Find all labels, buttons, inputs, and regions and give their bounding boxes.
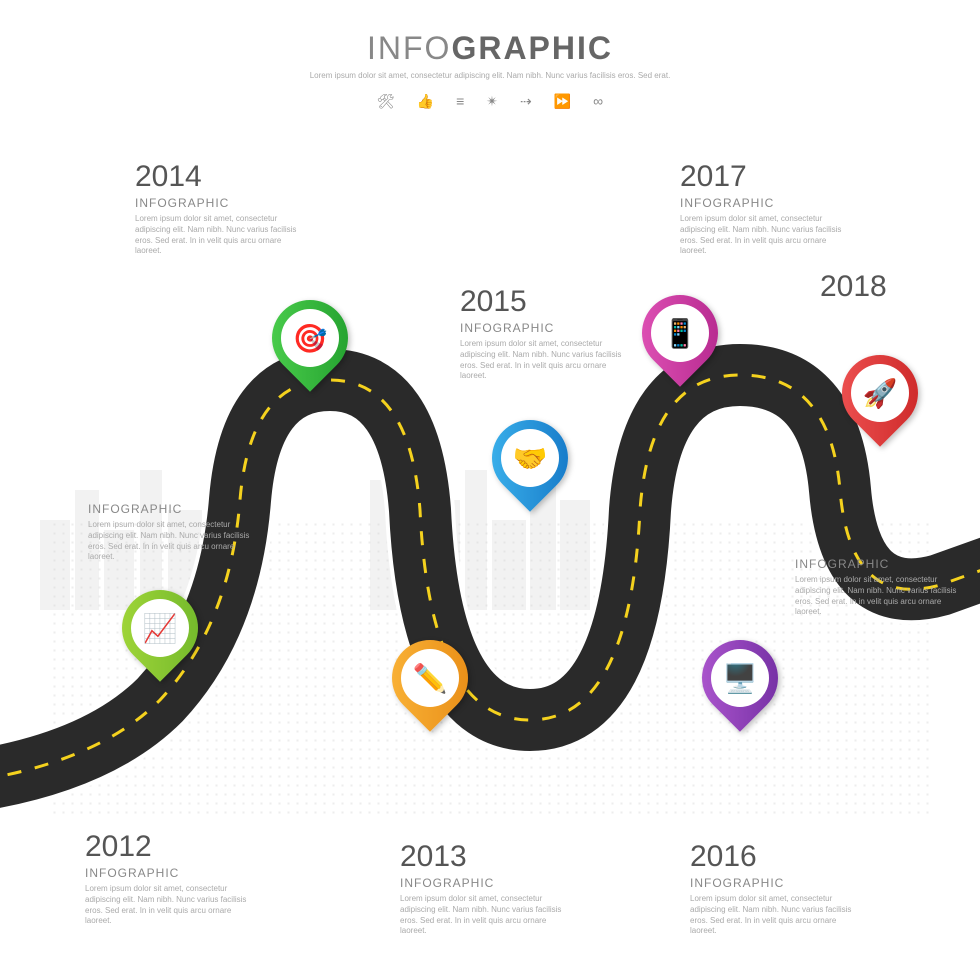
pin-body: 🖥️ [686, 624, 793, 731]
timeline-textblock: INFOGRAPHIC Lorem ipsum dolor sit amet, c… [795, 555, 965, 618]
header-icon-row: 🛠 👍 ≡ ✴ ⇢ ⏩ ∞ [290, 93, 690, 110]
block-title: INFOGRAPHIC [460, 321, 630, 335]
timeline-textblock: 2017 INFOGRAPHIC Lorem ipsum dolor sit ame… [680, 160, 850, 257]
pencil-chart-icon: ✏️ [401, 649, 459, 707]
pin-body: 📱 [626, 279, 733, 386]
block-body: Lorem ipsum dolor sit amet, consectetur … [400, 894, 570, 937]
block-body: Lorem ipsum dolor sit amet, consectetur … [680, 214, 850, 257]
title-light: INFO [367, 30, 451, 66]
block-title: INFOGRAPHIC [795, 557, 965, 571]
block-title: INFOGRAPHIC [690, 876, 860, 890]
year-label: 2013 [400, 840, 570, 874]
map-pin: 🤝 [492, 420, 568, 520]
share-icon: ∞ [593, 93, 603, 110]
block-title: INFOGRAPHIC [135, 196, 305, 210]
database-icon: ≡ [456, 93, 464, 110]
main-title: INFOGRAPHIC [290, 30, 690, 67]
map-pin: 🚀 [842, 355, 918, 455]
network-icon: ✴ [486, 93, 498, 110]
map-pin: ✏️ [392, 640, 468, 740]
handshake-icon: 🤝 [501, 429, 559, 487]
year-label: 2015 [460, 285, 630, 319]
map-pin: 🖥️ [702, 640, 778, 740]
pin-body: 🎯 [256, 284, 363, 391]
timeline-textblock: 2012 INFOGRAPHIC Lorem ipsum dolor sit ame… [85, 830, 255, 927]
map-pin: 📈 [122, 590, 198, 690]
timeline-textblock: 2014 INFOGRAPHIC Lorem ipsum dolor sit ame… [135, 160, 305, 257]
forward-icon: ⏩ [554, 93, 571, 110]
pin-body: 🚀 [826, 339, 933, 446]
block-title: INFOGRAPHIC [400, 876, 570, 890]
block-body: Lorem ipsum dolor sit amet, consectetur … [795, 575, 965, 618]
year-label: 2017 [680, 160, 850, 194]
computer-gears-icon: 🖥️ [711, 649, 769, 707]
wrench-icon: 🛠 [377, 93, 395, 110]
rocket-icon: 🚀 [851, 364, 909, 422]
block-title: INFOGRAPHIC [88, 502, 258, 516]
header: INFOGRAPHIC Lorem ipsum dolor sit amet, … [290, 30, 690, 110]
year-label: 2018 [820, 270, 980, 304]
map-pin: 🎯 [272, 300, 348, 400]
mobile-cart-icon: 📱 [651, 304, 709, 362]
pin-body: ✏️ [376, 624, 483, 731]
timeline-textblock: 2016 INFOGRAPHIC Lorem ipsum dolor sit ame… [690, 840, 860, 937]
pin-body: 🤝 [476, 404, 583, 511]
block-body: Lorem ipsum dolor sit amet, consectetur … [690, 894, 860, 937]
year-label: 2012 [85, 830, 255, 864]
block-body: Lorem ipsum dolor sit amet, consectetur … [85, 884, 255, 927]
timeline-textblock: INFOGRAPHIC Lorem ipsum dolor sit amet, c… [88, 500, 258, 563]
year-label: 2016 [690, 840, 860, 874]
pin-body: 📈 [106, 574, 213, 681]
thumbs-up-icon: 👍 [417, 93, 434, 110]
chart-growth-icon: 📈 [131, 599, 189, 657]
target-icon: 🎯 [281, 309, 339, 367]
timeline-textblock: 2018 [820, 270, 980, 304]
block-body: Lorem ipsum dolor sit amet, consectetur … [135, 214, 305, 257]
usb-icon: ⇢ [520, 93, 532, 110]
title-bold: GRAPHIC [451, 30, 613, 66]
block-body: Lorem ipsum dolor sit amet, consectetur … [460, 339, 630, 382]
timeline-textblock: 2015 INFOGRAPHIC Lorem ipsum dolor sit ame… [460, 285, 630, 382]
year-label: 2014 [135, 160, 305, 194]
block-title: INFOGRAPHIC [680, 196, 850, 210]
map-pin: 📱 [642, 295, 718, 395]
block-body: Lorem ipsum dolor sit amet, consectetur … [88, 520, 258, 563]
block-title: INFOGRAPHIC [85, 866, 255, 880]
timeline-textblock: 2013 INFOGRAPHIC Lorem ipsum dolor sit ame… [400, 840, 570, 937]
header-subtitle: Lorem ipsum dolor sit amet, consectetur … [290, 71, 690, 81]
